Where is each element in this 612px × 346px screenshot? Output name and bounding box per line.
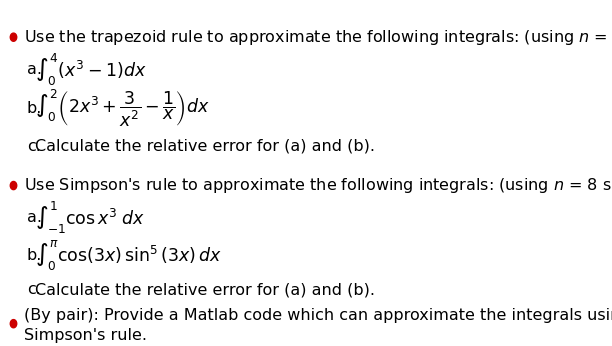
Text: b.: b.	[27, 101, 42, 116]
Text: Calculate the relative error for (a) and (b).: Calculate the relative error for (a) and…	[35, 282, 375, 297]
Text: $\int_0^4 (x^3 - 1)dx$: $\int_0^4 (x^3 - 1)dx$	[35, 52, 146, 88]
Text: $\int_0^{\pi} \cos(3x)\, \sin^5(3x)\, dx$: $\int_0^{\pi} \cos(3x)\, \sin^5(3x)\, dx…	[35, 238, 222, 272]
Text: $\int_{-1}^{1} \cos x^3 \; dx$: $\int_{-1}^{1} \cos x^3 \; dx$	[35, 200, 145, 236]
Circle shape	[10, 181, 17, 190]
Text: c.: c.	[27, 139, 41, 154]
Text: Calculate the relative error for (a) and (b).: Calculate the relative error for (a) and…	[35, 139, 375, 154]
Text: $\int_0^2 \left(2x^3 + \dfrac{3}{x^2} - \dfrac{1}{x}\right)dx$: $\int_0^2 \left(2x^3 + \dfrac{3}{x^2} - …	[35, 88, 210, 129]
Text: c.: c.	[27, 282, 41, 297]
Text: (By pair): Provide a Matlab code which can approximate the integrals using trape: (By pair): Provide a Matlab code which c…	[24, 308, 612, 324]
Text: a.: a.	[27, 210, 42, 226]
Circle shape	[10, 320, 17, 328]
Text: Use Simpson's rule to approximate the following integrals: (using $n$ = 8 subint: Use Simpson's rule to approximate the fo…	[24, 176, 612, 195]
Circle shape	[10, 33, 17, 41]
Text: b.: b.	[27, 248, 42, 263]
Text: a.: a.	[27, 62, 42, 77]
Text: Simpson's rule.: Simpson's rule.	[24, 328, 147, 343]
Text: Use the trapezoid rule to approximate the following integrals: (using $n$ = 4 su: Use the trapezoid rule to approximate th…	[24, 28, 612, 47]
